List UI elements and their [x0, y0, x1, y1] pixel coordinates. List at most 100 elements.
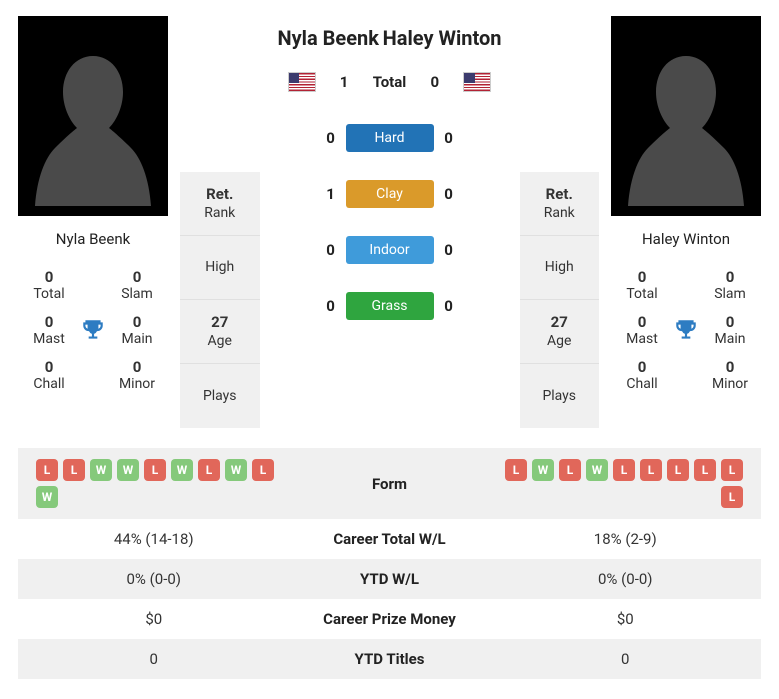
p1-stat-high: High: [180, 236, 260, 300]
form-win-chip[interactable]: W: [532, 459, 554, 481]
form-loss-chip[interactable]: L: [613, 459, 635, 481]
form-win-chip[interactable]: W: [90, 459, 112, 481]
p2-title-minor: 0Minor: [699, 358, 761, 393]
h2h-total-label: Total: [373, 73, 407, 91]
form-loss-chip[interactable]: L: [559, 459, 581, 481]
form-loss-chip[interactable]: L: [667, 459, 689, 481]
flag-us-icon: [288, 72, 316, 92]
form-loss-chip[interactable]: L: [505, 459, 527, 481]
form-loss-chip[interactable]: L: [198, 459, 220, 481]
cmp-career-wl-label: Career Total W/L: [290, 519, 490, 559]
cmp-ytd-wl-label: YTD W/L: [290, 559, 490, 599]
cmp-career-wl-row: 44% (14-18) Career Total W/L 18% (2-9): [18, 519, 761, 559]
h2h-clay-p2: 0: [434, 185, 464, 203]
comparison-table: LLWWLWLWLW Form LWLWLLLLLL 44% (14-18) C…: [18, 448, 761, 679]
p2-stat-high: High: [520, 236, 600, 300]
h2h-hard-chip[interactable]: Hard: [346, 124, 434, 152]
h2h-grass-p2: 0: [434, 297, 464, 315]
player2-titles: 0Total 0Slam 0Mast 0Main 0Chall 0Minor: [611, 260, 761, 406]
p1-title-minor: 0Minor: [106, 358, 168, 393]
p1-stat-rank: Ret.Rank: [180, 172, 260, 236]
form-win-chip[interactable]: W: [117, 459, 139, 481]
p1-title-slam: 0Slam: [106, 268, 168, 303]
cmp-ytd-titles-p2: 0: [490, 639, 762, 679]
h2h-indoor-row: 0 Indoor 0: [272, 222, 508, 278]
h2h-hard-row: 0 Hard 0: [272, 110, 508, 166]
cmp-ytd-wl-p2: 0% (0-0): [490, 559, 762, 599]
h2h-hard-p2: 0: [434, 129, 464, 147]
player2-name-small: Haley Winton: [611, 216, 761, 260]
form-win-chip[interactable]: W: [36, 486, 58, 508]
p2-title-main: 0Main: [699, 313, 761, 348]
player1-stats: Ret.Rank High 27Age Plays: [180, 172, 260, 428]
cmp-ytd-titles-p1: 0: [18, 639, 290, 679]
p1-title-main: 0Main: [106, 313, 168, 348]
p2-stat-plays: Plays: [520, 364, 600, 428]
h2h-grass-chip[interactable]: Grass: [346, 292, 434, 320]
player1-titles: 0Total 0Slam 0Mast 0Main 0Chall 0Minor: [18, 260, 168, 406]
form-win-chip[interactable]: W: [171, 459, 193, 481]
player2-stats: Ret.Rank High 27Age Plays: [520, 172, 600, 428]
h2h-center: Nyla Beenk Haley Winton 1 Total 0 0 Hard…: [272, 16, 508, 334]
cmp-ytd-wl-row: 0% (0-0) YTD W/L 0% (0-0): [18, 559, 761, 599]
cmp-career-wl-p2: 18% (2-9): [490, 519, 762, 559]
form-loss-chip[interactable]: L: [63, 459, 85, 481]
cmp-ytd-titles-row: 0 YTD Titles 0: [18, 639, 761, 679]
cmp-prize-label: Career Prize Money: [290, 599, 490, 639]
p2-stat-rank: Ret.Rank: [520, 172, 600, 236]
cmp-form-label: Form: [290, 464, 490, 504]
h2h-clay-row: 1 Clay 0: [272, 166, 508, 222]
h2h-indoor-p1: 0: [316, 241, 346, 259]
player1-name-big[interactable]: Nyla Beenk: [278, 26, 379, 50]
cmp-ytd-wl-p1: 0% (0-0): [18, 559, 290, 599]
player1-name-small: Nyla Beenk: [18, 216, 168, 260]
h2h-total-p1: 1: [329, 73, 359, 91]
form-win-chip[interactable]: W: [586, 459, 608, 481]
player1-card: Nyla Beenk 0Total 0Slam 0Mast 0Main 0Cha…: [18, 16, 168, 406]
p2-title-slam: 0Slam: [699, 268, 761, 303]
form-loss-chip[interactable]: L: [694, 459, 716, 481]
p1-form: LLWWLWLWLW: [18, 448, 290, 519]
trophy-icon: [80, 317, 106, 343]
p1-title-mast: 0Mast: [18, 313, 80, 348]
player1-photo: [18, 16, 168, 216]
p2-title-chall: 0Chall: [611, 358, 673, 393]
p2-title-mast: 0Mast: [611, 313, 673, 348]
cmp-form-row: LLWWLWLWLW Form LWLWLLLLLL: [18, 448, 761, 519]
h2h-grass-row: 0 Grass 0: [272, 278, 508, 334]
form-loss-chip[interactable]: L: [721, 486, 743, 508]
trophy-icon: [673, 317, 699, 343]
cmp-prize-row: $0 Career Prize Money $0: [18, 599, 761, 639]
p1-title-chall: 0Chall: [18, 358, 80, 393]
h2h-clay-chip[interactable]: Clay: [346, 180, 434, 208]
p2-form: LWLWLLLLLL: [490, 448, 762, 519]
h2h-indoor-chip[interactable]: Indoor: [346, 236, 434, 264]
p2-title-total: 0Total: [611, 268, 673, 303]
form-loss-chip[interactable]: L: [640, 459, 662, 481]
player2-card: Haley Winton 0Total 0Slam 0Mast 0Main 0C…: [611, 16, 761, 406]
h2h-total-row: 1 Total 0: [272, 54, 508, 110]
silhouette-icon: [611, 16, 761, 216]
cmp-career-wl-p1: 44% (14-18): [18, 519, 290, 559]
player2-photo: [611, 16, 761, 216]
p2-stat-age: 27Age: [520, 300, 600, 364]
player2-name-big[interactable]: Haley Winton: [383, 26, 502, 50]
p1-stat-plays: Plays: [180, 364, 260, 428]
h2h-clay-p1: 1: [316, 185, 346, 203]
p1-stat-age: 27Age: [180, 300, 260, 364]
h2h-indoor-p2: 0: [434, 241, 464, 259]
p1-title-total: 0Total: [18, 268, 80, 303]
flag-us-icon: [463, 72, 491, 92]
silhouette-icon: [18, 16, 168, 216]
cmp-prize-p1: $0: [18, 599, 290, 639]
h2h-grass-p1: 0: [316, 297, 346, 315]
h2h-total-p2: 0: [420, 73, 450, 91]
h2h-hard-p1: 0: [316, 129, 346, 147]
cmp-ytd-titles-label: YTD Titles: [290, 639, 490, 679]
form-loss-chip[interactable]: L: [144, 459, 166, 481]
cmp-prize-p2: $0: [490, 599, 762, 639]
form-loss-chip[interactable]: L: [252, 459, 274, 481]
form-loss-chip[interactable]: L: [721, 459, 743, 481]
form-win-chip[interactable]: W: [225, 459, 247, 481]
form-loss-chip[interactable]: L: [36, 459, 58, 481]
